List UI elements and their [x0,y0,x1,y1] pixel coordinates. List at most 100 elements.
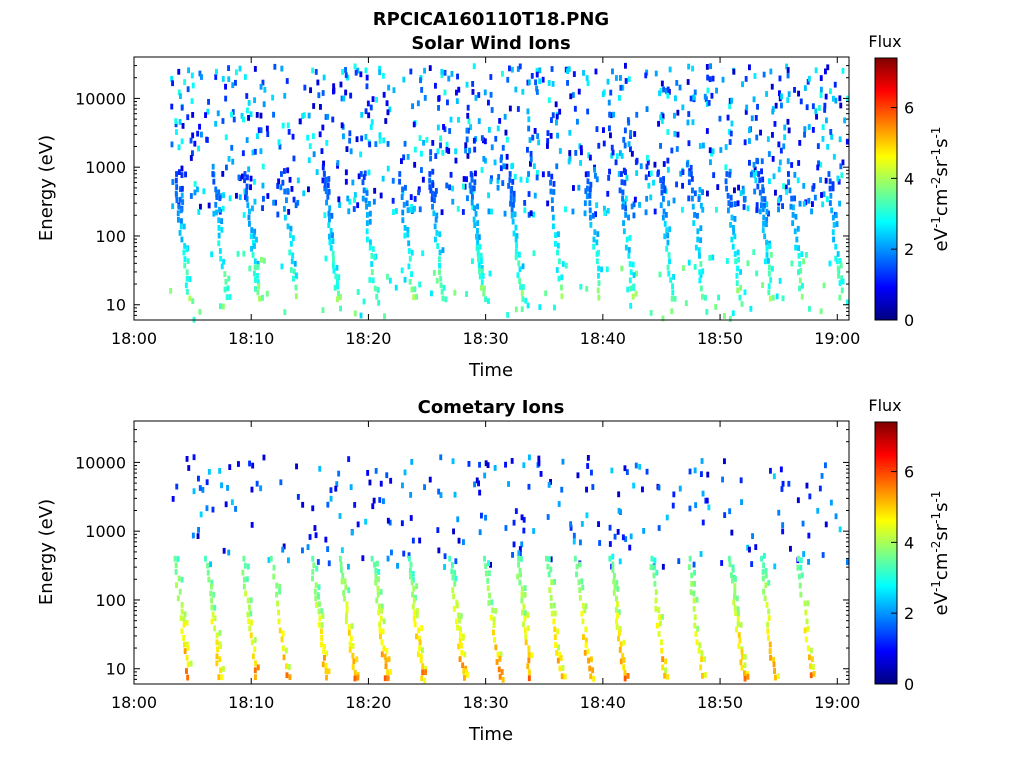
heatmap-cell [772,656,775,663]
heatmap-cell [320,622,324,628]
heatmap-cell [332,83,336,90]
heatmap-cell [495,659,499,665]
heatmap-cell [518,278,521,284]
heatmap-cell [727,128,731,135]
heatmap-cell [368,244,372,251]
heatmap-cell [733,187,736,194]
heatmap-cell [661,614,664,620]
heatmap-cell [549,566,553,573]
heatmap-cell [735,280,739,286]
heatmap-cell [218,656,222,663]
heatmap-cell [507,183,511,189]
heatmap-cell [241,569,245,576]
heatmap-cell [661,563,665,570]
heatmap-cell [806,78,810,85]
heatmap-cell [790,260,794,267]
heatmap-cell [461,635,465,641]
heatmap-cell [211,611,215,618]
heatmap-cell [434,153,438,159]
heatmap-cell [224,278,228,285]
heatmap-cell [652,564,656,571]
heatmap-cell [178,196,182,203]
heatmap-cell [509,189,513,195]
heatmap-cell [464,142,468,149]
heatmap-cell [177,575,181,582]
heatmap-cell [547,97,551,104]
heatmap-cell [621,199,625,205]
heatmap-cell [748,138,751,144]
heatmap-cell [797,90,800,97]
heatmap-cell [707,504,711,511]
heatmap-cell [504,461,507,468]
heatmap-cell [663,672,667,679]
heatmap-cell [370,119,374,125]
heatmap-cell [761,282,764,288]
heatmap-cell [206,108,210,115]
heatmap-cell [703,672,707,678]
heatmap-cell [753,188,757,195]
heatmap-cell [338,513,342,519]
heatmap-cell [350,529,354,536]
heatmap-cell [746,673,750,680]
heatmap-cell [253,264,257,271]
heatmap-cell [186,674,190,681]
heatmap-cell [276,600,279,607]
heatmap-cell [244,194,247,200]
heatmap-cell [180,576,184,583]
heatmap-cell [249,597,253,604]
colorbar-tick-label: 0 [904,675,914,694]
heatmap-cell [185,668,188,674]
heatmap-cell [384,118,388,124]
heatmap-cell [678,485,682,492]
heatmap-cell [605,266,609,273]
heatmap-cell [193,181,197,187]
heatmap-cell [749,171,753,178]
heatmap-cell [322,648,326,654]
heatmap-cell [386,555,390,562]
heatmap-cell [451,574,455,581]
heatmap-cell [259,148,263,155]
heatmap-cell [585,193,589,200]
heatmap-cell [210,583,213,590]
heatmap-cell [313,525,317,531]
heatmap-cell [560,486,564,493]
heatmap-cell [730,236,734,243]
heatmap-cell [793,228,797,235]
heatmap-cell [816,164,820,171]
heatmap-cell [496,178,500,184]
heatmap-cell [617,507,621,514]
heatmap-cell [328,216,331,223]
heatmap-cell [337,290,340,297]
heatmap-cell [516,573,520,580]
heatmap-cell [805,252,808,258]
x-tick-label: 18:10 [228,329,274,348]
heatmap-cell [654,70,658,77]
heatmap-cell [224,501,228,508]
heatmap-cell [836,265,840,272]
heatmap-cell [453,580,457,587]
heatmap-cell [556,132,559,139]
heatmap-cell [361,179,365,186]
heatmap-cell [763,595,767,602]
heatmap-cell [493,637,496,643]
heatmap-cell [259,485,263,492]
heatmap-cell [227,275,231,282]
heatmap-cell [524,610,527,616]
heatmap-cell [221,118,225,124]
heatmap-cell [514,306,518,313]
heatmap-cell [654,606,658,612]
heatmap-cell [687,195,691,202]
heatmap-cell [230,111,233,118]
heatmap-cell [774,674,777,681]
heatmap-cell [702,142,705,149]
heatmap-cell [278,583,282,590]
heatmap-cell [796,564,800,571]
heatmap-cell [521,609,524,616]
heatmap-cell [251,653,255,660]
heatmap-cell [202,188,206,195]
heatmap-cell [814,67,818,74]
heatmap-cell [673,112,676,119]
heatmap-cell [527,79,531,86]
heatmap-cell [838,95,842,102]
heatmap-cell [314,532,318,539]
